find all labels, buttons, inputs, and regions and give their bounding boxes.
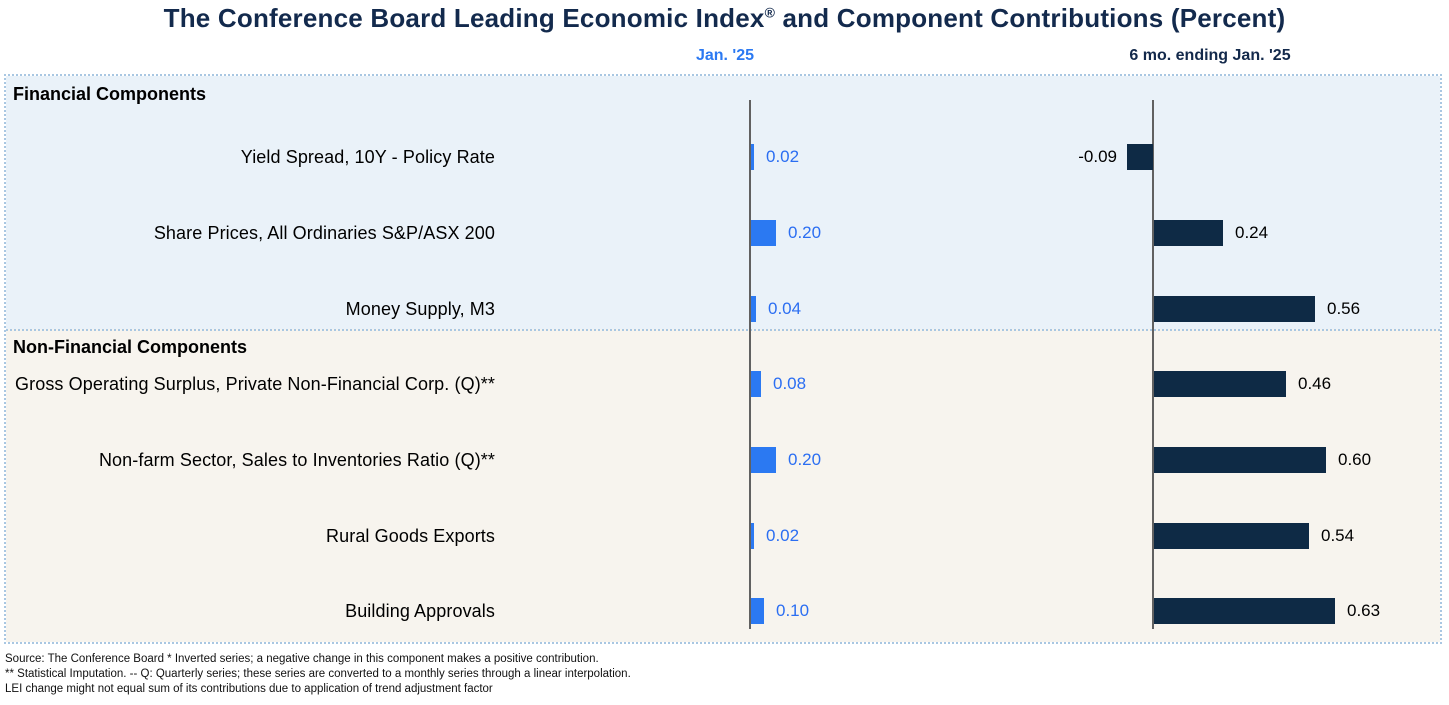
row-label: Share Prices, All Ordinaries S&P/ASX 200 — [153, 222, 495, 243]
row-label: Non-farm Sector, Sales to Inventories Ra… — [98, 449, 495, 470]
six-month-value-label: -0.09 — [1078, 147, 1117, 166]
jan-value-label: 0.20 — [788, 450, 822, 469]
chart-title-text: The Conference Board Leading Economic In… — [163, 3, 765, 33]
jan-value-label: 0.10 — [776, 601, 810, 620]
footnote-lei-line: LEI change might not equal sum of its co… — [5, 683, 493, 696]
jan-bar — [751, 220, 776, 246]
jan-bar — [751, 598, 764, 624]
jan-column-axis-line — [749, 100, 751, 629]
jan-value-label: 0.02 — [766, 526, 800, 545]
footnote-source-line: Source: The Conference Board * Inverted … — [5, 653, 599, 665]
jan-bar — [751, 371, 761, 397]
row-label: Gross Operating Surplus, Private Non-Fin… — [15, 373, 495, 394]
jan-value-label: 0.20 — [788, 223, 822, 242]
six-month-bar — [1154, 447, 1326, 473]
column-header-6mo-ending-jan-25: 6 mo. ending Jan. '25 — [1129, 47, 1291, 64]
chart-title: The Conference Board Leading Economic In… — [0, 3, 1449, 34]
six-month-value-label: 0.56 — [1327, 299, 1361, 318]
column-header-jan-25: Jan. '25 — [695, 47, 755, 64]
row-label: Building Approvals — [345, 600, 495, 621]
jan-value-label: 0.02 — [766, 147, 800, 166]
row-label: Money Supply, M3 — [345, 298, 495, 319]
six-month-bar — [1154, 296, 1315, 322]
six-month-bar — [1154, 523, 1309, 549]
row-label: Yield Spread, 10Y - Policy Rate — [240, 146, 495, 167]
footnotes: Source: The Conference Board * Inverted … — [5, 652, 631, 698]
chart-title-suffix: and Component Contributions (Percent) — [775, 3, 1286, 33]
financial-components-heading: Financial Components — [13, 84, 207, 104]
row-label: Rural Goods Exports — [326, 525, 495, 546]
footnote-imputation-line: ** Statistical Imputation. -- Q: Quarter… — [5, 668, 631, 681]
jan-bar — [751, 144, 754, 170]
jan-bar — [751, 447, 776, 473]
six-month-value-label: 0.54 — [1321, 526, 1355, 545]
six-month-value-label: 0.63 — [1347, 601, 1381, 620]
jan-bar — [751, 523, 754, 549]
six-month-value-label: 0.60 — [1338, 450, 1372, 469]
six-month-bar — [1154, 598, 1335, 624]
jan-bar — [751, 296, 756, 322]
six-month-value-label: 0.24 — [1235, 223, 1269, 242]
six-month-column-axis-line — [1152, 100, 1154, 629]
six-month-bar — [1127, 144, 1153, 170]
six-month-bar — [1154, 371, 1286, 397]
registered-trademark-symbol: ® — [764, 4, 776, 21]
six-month-bar — [1154, 220, 1223, 246]
jan-value-label: 0.04 — [768, 299, 802, 318]
chart-panel — [4, 74, 1442, 644]
non-financial-components-heading: Non-Financial Components — [13, 337, 247, 357]
financial-components-section-background — [6, 76, 1440, 329]
jan-value-label: 0.08 — [773, 374, 807, 393]
six-month-value-label: 0.46 — [1298, 374, 1332, 393]
